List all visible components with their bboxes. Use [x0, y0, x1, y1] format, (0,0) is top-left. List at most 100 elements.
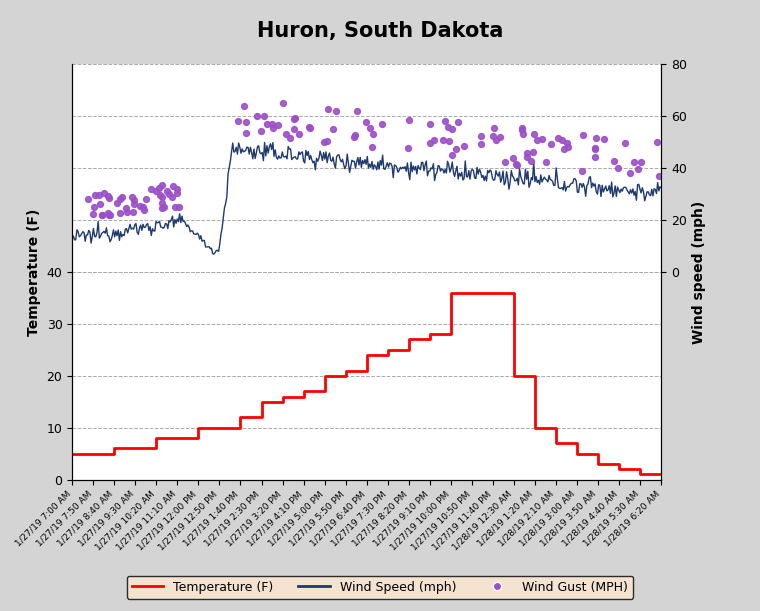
Point	[561, 138, 573, 148]
Point	[499, 157, 511, 167]
Point	[150, 186, 163, 196]
Y-axis label: Temperature (F): Temperature (F)	[27, 208, 41, 335]
Point	[366, 142, 378, 152]
Point	[552, 133, 564, 143]
Point	[489, 123, 501, 133]
Point	[171, 184, 183, 194]
Point	[445, 124, 458, 134]
Point	[442, 122, 454, 132]
Point	[98, 188, 110, 197]
Point	[628, 157, 640, 167]
Point	[559, 144, 571, 154]
Point	[93, 199, 106, 209]
Point	[121, 208, 133, 218]
Point	[516, 125, 528, 135]
Point	[88, 202, 100, 212]
Point	[154, 190, 166, 200]
Point	[114, 194, 126, 203]
Point	[360, 117, 372, 127]
Point	[128, 195, 140, 205]
Point	[156, 199, 168, 208]
Point	[90, 190, 102, 200]
Point	[494, 133, 506, 142]
Point	[166, 192, 179, 202]
Point	[364, 123, 376, 133]
Point	[489, 135, 502, 145]
Point	[442, 136, 454, 145]
Point	[536, 134, 548, 144]
Point	[632, 164, 644, 174]
Point	[450, 144, 462, 154]
Point	[97, 210, 109, 219]
Point	[376, 119, 388, 129]
Point	[102, 191, 114, 201]
Point	[527, 147, 539, 156]
Point	[114, 208, 126, 218]
Point	[540, 158, 553, 167]
Point	[288, 125, 300, 134]
Point	[82, 194, 94, 204]
Point	[516, 123, 528, 133]
Point	[161, 186, 173, 196]
Point	[141, 194, 153, 204]
Point	[401, 143, 413, 153]
Point	[255, 126, 268, 136]
Point	[452, 117, 464, 127]
Point	[289, 113, 301, 123]
Point	[589, 144, 601, 153]
Point	[173, 202, 185, 211]
Point	[589, 152, 601, 162]
Point	[351, 106, 363, 116]
Point	[518, 129, 530, 139]
Point	[119, 203, 131, 213]
Point	[635, 157, 647, 167]
Point	[439, 117, 451, 126]
Point	[125, 192, 138, 202]
Point	[331, 106, 343, 115]
Point	[367, 129, 379, 139]
Point	[137, 202, 149, 211]
Point	[436, 136, 448, 145]
Point	[103, 210, 115, 219]
Point	[527, 129, 540, 139]
Point	[624, 168, 636, 178]
Point	[423, 119, 435, 129]
Point	[619, 138, 632, 148]
Point	[93, 190, 105, 200]
Point	[303, 122, 315, 131]
Point	[544, 139, 556, 149]
Point	[128, 199, 140, 208]
Point	[258, 111, 271, 121]
Point	[577, 130, 589, 140]
Point	[167, 181, 179, 191]
Point	[261, 119, 273, 128]
Point	[530, 135, 543, 145]
Point	[562, 142, 575, 152]
Point	[287, 114, 299, 123]
Point	[521, 152, 533, 162]
Point	[510, 159, 522, 169]
Point	[511, 160, 524, 170]
Point	[163, 189, 176, 199]
Point	[158, 202, 170, 212]
Point	[277, 98, 289, 108]
Point	[327, 124, 339, 134]
Point	[653, 172, 665, 181]
Point	[156, 180, 168, 190]
Point	[251, 111, 263, 120]
Point	[556, 134, 568, 144]
Point	[272, 120, 284, 130]
Point	[135, 201, 147, 211]
Point	[321, 137, 334, 147]
Point	[318, 137, 330, 147]
Y-axis label: Wind speed (mph): Wind speed (mph)	[692, 200, 707, 343]
Point	[612, 163, 624, 173]
Point	[116, 192, 128, 202]
Point	[304, 123, 316, 133]
Point	[169, 202, 182, 212]
Point	[240, 128, 252, 137]
Point	[87, 209, 99, 219]
Point	[293, 129, 305, 139]
Point	[590, 134, 602, 144]
Point	[428, 135, 440, 145]
